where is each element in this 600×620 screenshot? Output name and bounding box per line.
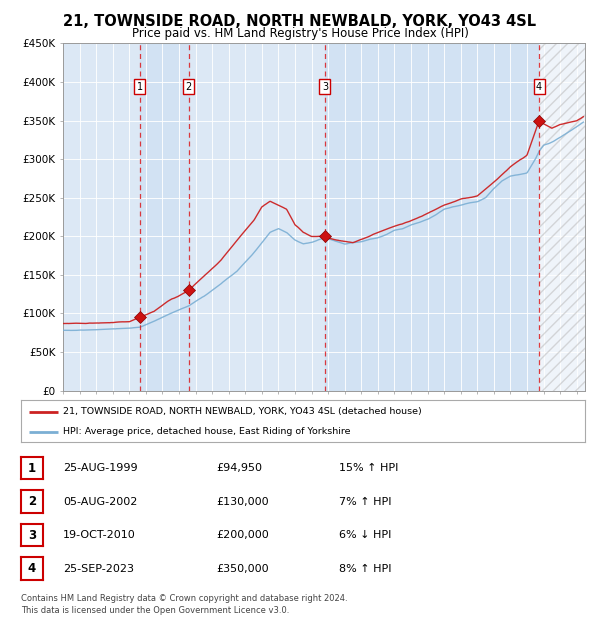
Text: HPI: Average price, detached house, East Riding of Yorkshire: HPI: Average price, detached house, East… bbox=[64, 427, 351, 436]
Text: 6% ↓ HPI: 6% ↓ HPI bbox=[339, 530, 391, 540]
Text: Contains HM Land Registry data © Crown copyright and database right 2024.
This d: Contains HM Land Registry data © Crown c… bbox=[21, 594, 347, 615]
Text: 21, TOWNSIDE ROAD, NORTH NEWBALD, YORK, YO43 4SL (detached house): 21, TOWNSIDE ROAD, NORTH NEWBALD, YORK, … bbox=[64, 407, 422, 416]
Text: 4: 4 bbox=[536, 82, 542, 92]
Text: 21, TOWNSIDE ROAD, NORTH NEWBALD, YORK, YO43 4SL: 21, TOWNSIDE ROAD, NORTH NEWBALD, YORK, … bbox=[64, 14, 536, 29]
Text: 3: 3 bbox=[28, 529, 36, 541]
Text: 1: 1 bbox=[28, 462, 36, 474]
Text: 05-AUG-2002: 05-AUG-2002 bbox=[63, 497, 137, 507]
Text: 7% ↑ HPI: 7% ↑ HPI bbox=[339, 497, 391, 507]
Text: 25-AUG-1999: 25-AUG-1999 bbox=[63, 463, 137, 473]
Text: 2: 2 bbox=[28, 495, 36, 508]
Text: £130,000: £130,000 bbox=[216, 497, 269, 507]
Text: 25-SEP-2023: 25-SEP-2023 bbox=[63, 564, 134, 574]
Text: £200,000: £200,000 bbox=[216, 530, 269, 540]
Text: 8% ↑ HPI: 8% ↑ HPI bbox=[339, 564, 391, 574]
Text: 15% ↑ HPI: 15% ↑ HPI bbox=[339, 463, 398, 473]
Text: 2: 2 bbox=[186, 82, 192, 92]
Text: 19-OCT-2010: 19-OCT-2010 bbox=[63, 530, 136, 540]
Text: 1: 1 bbox=[137, 82, 143, 92]
Bar bbox=[140, 43, 189, 391]
Bar bbox=[325, 43, 539, 391]
Text: 3: 3 bbox=[322, 82, 328, 92]
Text: £350,000: £350,000 bbox=[216, 564, 269, 574]
Text: Price paid vs. HM Land Registry's House Price Index (HPI): Price paid vs. HM Land Registry's House … bbox=[131, 27, 469, 40]
Bar bbox=[539, 43, 585, 391]
Text: £94,950: £94,950 bbox=[216, 463, 262, 473]
Text: 4: 4 bbox=[28, 562, 36, 575]
